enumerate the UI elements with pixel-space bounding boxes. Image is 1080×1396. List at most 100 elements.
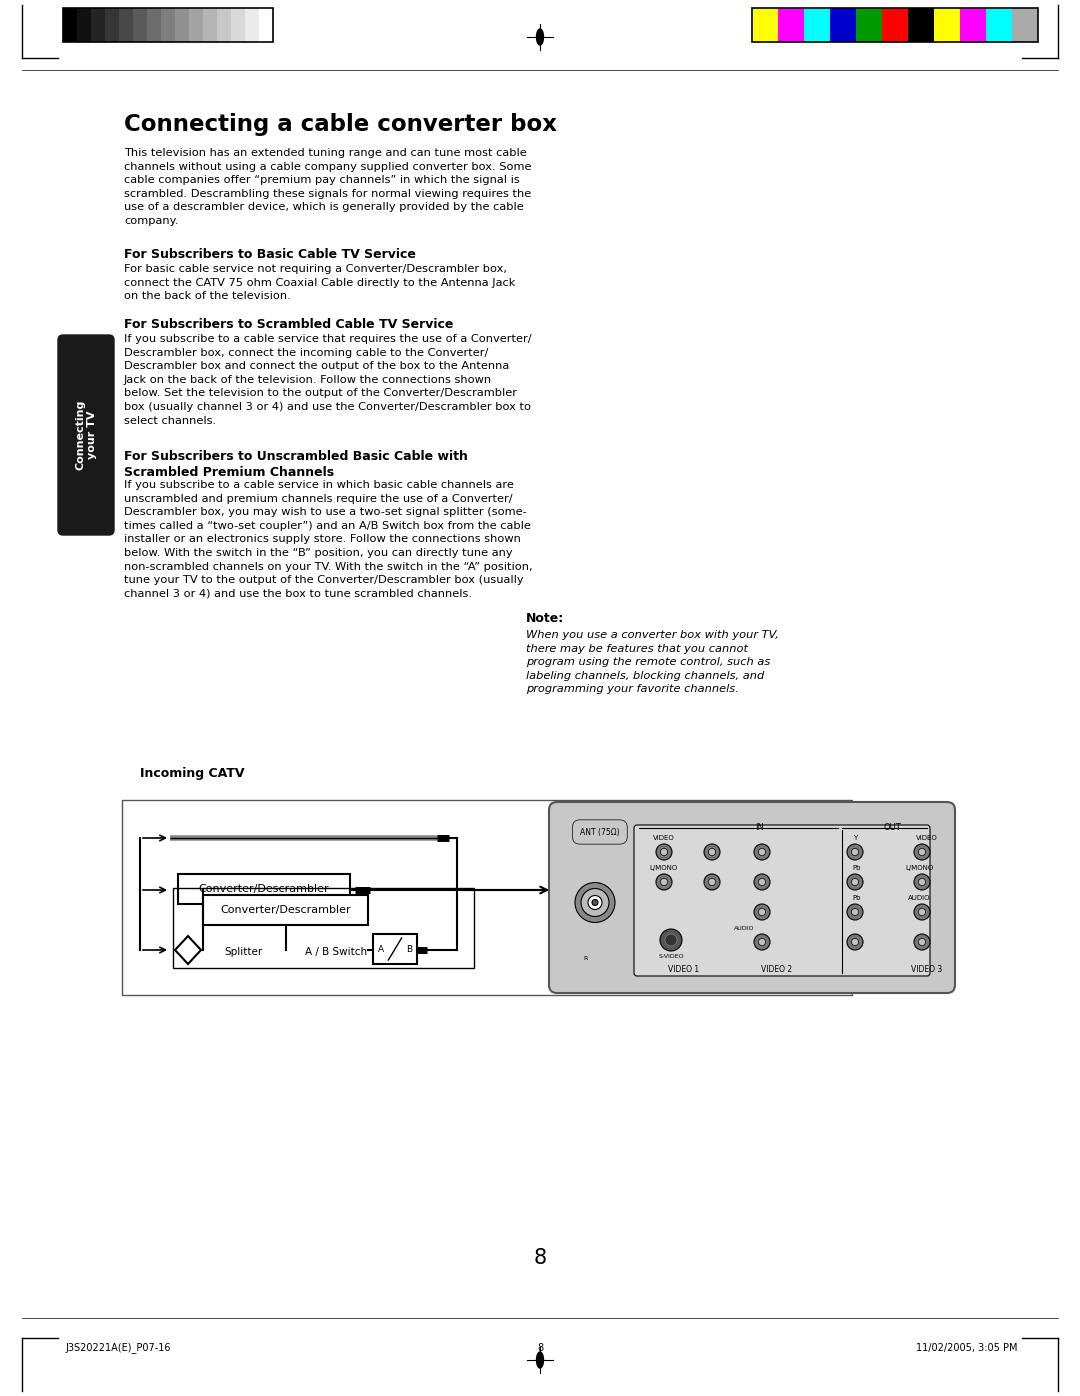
- Circle shape: [914, 905, 930, 920]
- Text: AUDIO: AUDIO: [908, 895, 930, 900]
- Bar: [373, 934, 417, 965]
- Text: Connecting
your TV: Connecting your TV: [76, 399, 97, 470]
- Circle shape: [851, 849, 859, 856]
- Bar: [173, 888, 474, 967]
- Circle shape: [918, 878, 926, 885]
- Bar: [259, 8, 273, 42]
- Circle shape: [754, 874, 770, 891]
- Circle shape: [704, 874, 720, 891]
- Text: 8: 8: [537, 1343, 543, 1353]
- Text: IN: IN: [755, 824, 765, 832]
- Text: L/MONO: L/MONO: [650, 866, 678, 871]
- Circle shape: [847, 934, 863, 951]
- Text: Connecting a cable converter box: Connecting a cable converter box: [124, 113, 557, 135]
- Circle shape: [660, 878, 667, 885]
- Text: For Subscribers to Basic Cable TV Service: For Subscribers to Basic Cable TV Servic…: [124, 248, 416, 261]
- Text: For Subscribers to Scrambled Cable TV Service: For Subscribers to Scrambled Cable TV Se…: [124, 318, 454, 331]
- Circle shape: [847, 845, 863, 860]
- Bar: [778, 8, 804, 42]
- Circle shape: [588, 895, 602, 910]
- Ellipse shape: [537, 29, 543, 45]
- Bar: [203, 895, 368, 926]
- Text: Splitter: Splitter: [224, 946, 262, 958]
- Bar: [752, 8, 1038, 42]
- Bar: [752, 8, 778, 42]
- Ellipse shape: [537, 1351, 543, 1368]
- Bar: [831, 8, 856, 42]
- Bar: [960, 8, 986, 42]
- Circle shape: [914, 874, 930, 891]
- Circle shape: [758, 909, 766, 916]
- Text: Pb: Pb: [852, 895, 861, 900]
- Circle shape: [851, 878, 859, 885]
- Text: If you subscribe to a cable service in which basic cable channels are
unscramble: If you subscribe to a cable service in w…: [124, 480, 532, 599]
- Text: VIDEO 3: VIDEO 3: [912, 965, 943, 973]
- Text: For basic cable service not requiring a Converter/Descrambler box,
connect the C: For basic cable service not requiring a …: [124, 264, 515, 302]
- Bar: [77, 8, 91, 42]
- Bar: [986, 8, 1012, 42]
- Bar: [856, 8, 882, 42]
- Text: When you use a converter box with your TV,
there may be features that you cannot: When you use a converter box with your T…: [526, 630, 779, 694]
- Text: S-VIDEO: S-VIDEO: [658, 953, 684, 959]
- Circle shape: [758, 878, 766, 885]
- Text: This television has an extended tuning range and can tune most cable
channels wi: This television has an extended tuning r…: [124, 148, 531, 226]
- Circle shape: [847, 874, 863, 891]
- Polygon shape: [175, 935, 201, 965]
- Text: 11/02/2005, 3:05 PM: 11/02/2005, 3:05 PM: [917, 1343, 1018, 1353]
- Bar: [1012, 8, 1038, 42]
- Bar: [122, 800, 852, 995]
- FancyBboxPatch shape: [58, 335, 114, 535]
- Bar: [161, 8, 175, 42]
- Text: Converter/Descrambler: Converter/Descrambler: [199, 884, 329, 893]
- Text: VIDEO 2: VIDEO 2: [761, 965, 793, 973]
- Bar: [804, 8, 831, 42]
- Bar: [175, 8, 189, 42]
- Circle shape: [914, 934, 930, 951]
- Text: J3S20221A(E)_P07-16: J3S20221A(E)_P07-16: [65, 1343, 171, 1354]
- Circle shape: [660, 928, 681, 951]
- FancyBboxPatch shape: [634, 825, 930, 976]
- Circle shape: [918, 938, 926, 945]
- Bar: [908, 8, 934, 42]
- Text: VIDEO: VIDEO: [916, 835, 937, 840]
- Bar: [882, 8, 908, 42]
- Circle shape: [851, 938, 859, 945]
- Circle shape: [704, 845, 720, 860]
- Circle shape: [847, 905, 863, 920]
- Text: L/MONO: L/MONO: [905, 866, 933, 871]
- Bar: [119, 8, 133, 42]
- Text: Y: Y: [853, 835, 858, 840]
- Circle shape: [660, 849, 667, 856]
- Circle shape: [754, 934, 770, 951]
- Circle shape: [656, 874, 672, 891]
- Circle shape: [665, 934, 677, 946]
- Bar: [91, 8, 105, 42]
- Circle shape: [754, 845, 770, 860]
- Bar: [178, 874, 350, 905]
- Text: For Subscribers to Unscrambled Basic Cable with
Scrambled Premium Channels: For Subscribers to Unscrambled Basic Cab…: [124, 450, 468, 479]
- Bar: [133, 8, 147, 42]
- Bar: [245, 8, 259, 42]
- Text: VIDEO 1: VIDEO 1: [669, 965, 700, 973]
- Text: OUT: OUT: [883, 824, 902, 832]
- Bar: [203, 8, 217, 42]
- Text: B: B: [406, 945, 413, 953]
- Text: Pb: Pb: [852, 866, 861, 871]
- Circle shape: [575, 882, 615, 923]
- Bar: [217, 8, 231, 42]
- Text: R: R: [583, 955, 588, 960]
- Bar: [231, 8, 245, 42]
- Text: Converter/Descrambler: Converter/Descrambler: [220, 905, 351, 914]
- Bar: [105, 8, 119, 42]
- Circle shape: [914, 845, 930, 860]
- Circle shape: [754, 905, 770, 920]
- Circle shape: [918, 849, 926, 856]
- Circle shape: [708, 878, 716, 885]
- Circle shape: [758, 938, 766, 945]
- Circle shape: [851, 909, 859, 916]
- Bar: [934, 8, 960, 42]
- Text: A / B Switch: A / B Switch: [305, 946, 367, 958]
- Circle shape: [758, 849, 766, 856]
- Text: Incoming CATV: Incoming CATV: [140, 766, 244, 780]
- Circle shape: [592, 899, 598, 906]
